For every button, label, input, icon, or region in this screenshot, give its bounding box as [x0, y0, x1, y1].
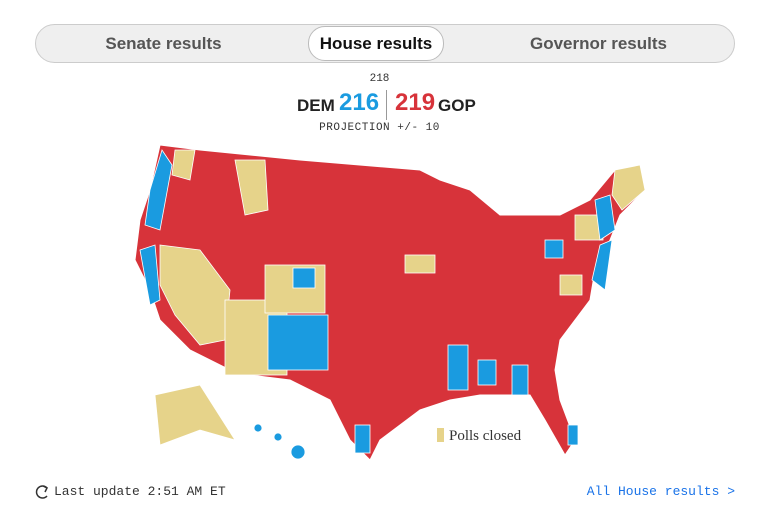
tab[interactable]: Governor results — [530, 34, 667, 53]
gop-label: GOP — [438, 96, 476, 115]
tab-active[interactable]: House results — [308, 26, 444, 61]
dem-areas — [139, 149, 616, 460]
threshold: 218 — [369, 73, 390, 85]
last-update: Last update 2:51 AM ET — [54, 484, 226, 499]
legend-label: Polls closed — [449, 428, 522, 444]
polls-closed-areas — [154, 149, 646, 446]
gop-seats: 219 — [395, 89, 436, 116]
legend-swatch — [437, 428, 444, 442]
dem-label: DEM — [297, 96, 335, 115]
tab-bar: Senate results House results Governor re… — [35, 24, 735, 63]
projection: PROJECTION +/- 10 — [319, 122, 440, 134]
mainland — [134, 144, 646, 461]
all-results-link[interactable]: All House results > — [586, 484, 735, 499]
divider — [386, 90, 387, 120]
dem-seats: 216 — [339, 89, 380, 116]
refresh-icon — [35, 485, 49, 499]
tab[interactable]: Senate results — [105, 34, 222, 53]
